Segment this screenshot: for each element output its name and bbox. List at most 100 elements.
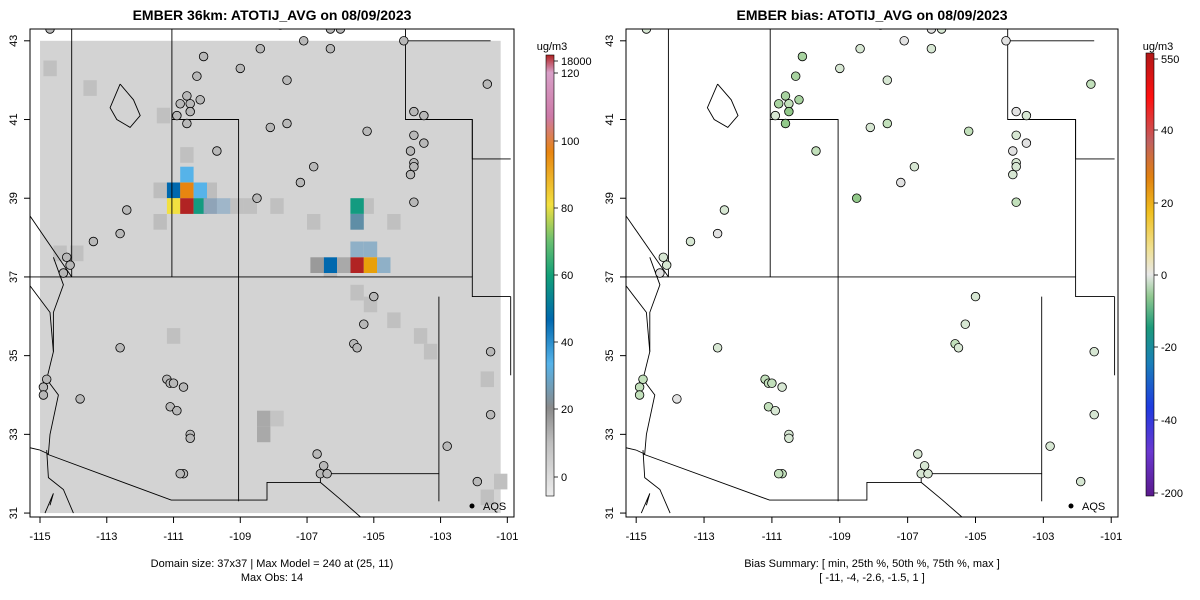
station-marker — [970, 291, 981, 302]
station-marker — [777, 382, 787, 392]
station-marker — [615, 344, 624, 353]
station-marker — [405, 169, 416, 180]
station-marker — [662, 260, 672, 270]
station-marker — [88, 236, 99, 247]
station-marker — [195, 95, 205, 105]
grid-cell — [363, 241, 378, 258]
station-marker — [309, 161, 319, 172]
station-marker — [1089, 410, 1099, 420]
station-marker — [1089, 347, 1099, 357]
station-marker — [472, 476, 483, 487]
y-tick-label: 33 — [604, 428, 616, 440]
legend-marker — [1068, 503, 1074, 509]
station-marker — [419, 110, 429, 121]
station-marker — [65, 260, 75, 270]
border-line — [30, 285, 54, 352]
station-marker — [712, 228, 723, 239]
x-tick-label: -109 — [229, 531, 251, 543]
y-tick-label: 39 — [604, 192, 616, 204]
station-marker — [252, 193, 262, 203]
station-marker — [784, 433, 794, 444]
grid-cell — [350, 241, 364, 258]
y-tick-label: 35 — [8, 350, 20, 362]
station-marker — [409, 130, 419, 141]
border-line — [640, 493, 651, 514]
station-marker — [855, 44, 865, 54]
border-line — [626, 447, 637, 451]
y-axis: 43 41 39 37 35 33 31 — [604, 35, 626, 519]
station-marker — [409, 161, 419, 172]
station-marker — [1011, 106, 1021, 117]
colorbar-tick-label: 20 — [561, 404, 573, 416]
grid-cell — [307, 214, 321, 230]
station-marker — [235, 63, 246, 74]
station-marker — [42, 374, 52, 385]
station-marker — [896, 177, 906, 188]
station-marker — [175, 99, 185, 109]
station-marker — [1045, 441, 1055, 451]
colorbar-unit: ug/m3 — [1143, 41, 1174, 53]
station-marker — [1008, 169, 1018, 180]
station-marker — [1021, 110, 1032, 121]
grid-cell — [480, 489, 494, 506]
station-marker — [638, 374, 648, 385]
colorbar-tick-label: 40 — [561, 337, 573, 349]
x-tick-label: -101 — [496, 531, 518, 543]
grid-cell — [83, 80, 97, 96]
station-marker — [172, 110, 182, 121]
border-line — [626, 285, 651, 352]
colorbar-tick-label: 100 — [561, 136, 579, 148]
station-marker — [299, 36, 309, 46]
grid-cell — [166, 182, 181, 199]
grid-cell — [180, 182, 194, 199]
station-marker — [182, 91, 192, 101]
station-marker — [1011, 161, 1021, 172]
station-marker — [359, 319, 369, 329]
station-marker — [919, 461, 930, 471]
y-tick-label: 37 — [8, 271, 20, 283]
panel-title: EMBER 36km: ATOTIJ_AVG on 08/09/2023 — [133, 7, 412, 23]
station-marker — [1011, 130, 1021, 141]
station-marker — [58, 268, 69, 278]
station-marker — [405, 146, 416, 156]
station-marker — [852, 193, 862, 203]
legend-label: AQS — [1082, 501, 1105, 513]
station-marker — [658, 252, 669, 262]
grid-cell — [363, 257, 378, 273]
y-tick-label: 35 — [604, 350, 616, 362]
grid-cell — [166, 198, 181, 214]
station-marker — [409, 197, 419, 207]
x-axis: -115 -113 -111 -109 -107 -105 -103 -101 — [626, 517, 1122, 543]
station-marker — [794, 95, 804, 105]
grid-cell — [377, 257, 391, 273]
station-marker — [295, 177, 306, 188]
y-tick-label: 31 — [604, 507, 616, 519]
station-marker — [419, 138, 429, 148]
station-marker — [319, 461, 329, 471]
station-marker — [198, 51, 209, 62]
station-marker — [899, 36, 909, 46]
station-marker — [115, 228, 125, 239]
grid-cell — [270, 410, 284, 427]
station-marker — [784, 106, 794, 117]
grid-cell — [387, 214, 401, 230]
x-tick-label: -101 — [1100, 531, 1122, 543]
station-marker — [192, 71, 202, 81]
colorbar-tick-label: 40 — [1161, 125, 1173, 137]
grid-cell — [216, 198, 231, 214]
colorbar: ug/m3 550 40 20 0 -20 -40 -200 — [1143, 41, 1183, 500]
station-marker — [909, 161, 920, 172]
station-marker — [1086, 79, 1096, 89]
grid-cell — [350, 198, 364, 214]
x-tick-label: -115 — [626, 531, 647, 543]
grid-cell — [166, 328, 181, 344]
colorbar-tick-label: -200 — [1161, 488, 1183, 500]
grid-cell — [480, 371, 494, 388]
station-marker — [369, 291, 379, 302]
border-line — [320, 482, 361, 517]
colorbar-tick-label: -40 — [1161, 415, 1177, 427]
station-marker — [265, 122, 276, 133]
plot-frame — [29, 28, 515, 518]
colorbar-tick-label: 80 — [561, 203, 573, 215]
